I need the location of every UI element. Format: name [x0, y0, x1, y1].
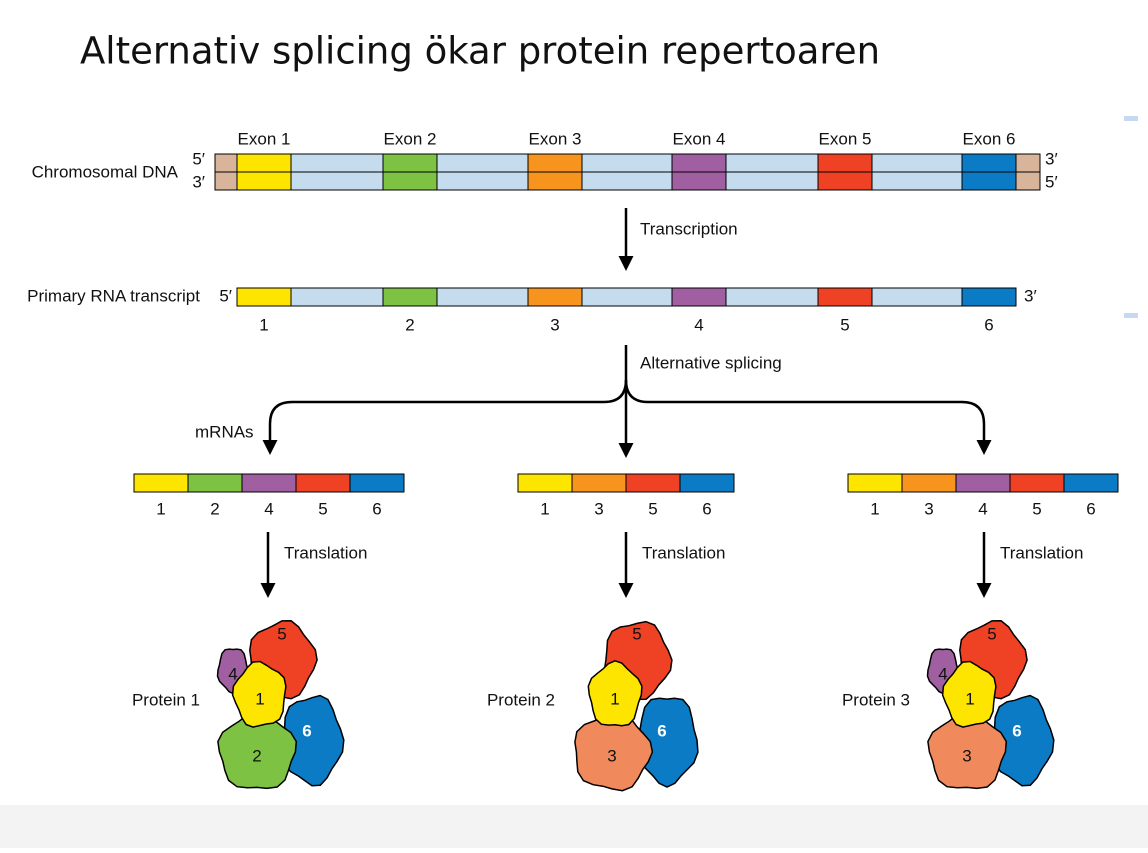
- label: Chromosomal DNA: [32, 162, 179, 181]
- label: 1: [870, 499, 879, 518]
- label: 3′: [1024, 286, 1037, 305]
- label: 5: [277, 624, 286, 643]
- label: 2: [405, 315, 414, 334]
- mrna-exon: [517, 473, 573, 493]
- exon: [671, 287, 727, 307]
- label: 3: [607, 746, 616, 765]
- label: 5′: [192, 149, 205, 168]
- protein-domain: [587, 659, 643, 727]
- label: Protein 1: [132, 690, 200, 709]
- mrna-exon: [1009, 473, 1065, 493]
- label: 5: [318, 499, 327, 518]
- label: 1: [259, 315, 268, 334]
- protein-domain: [941, 660, 997, 728]
- label: mRNAs: [195, 422, 254, 441]
- label: 5′: [1045, 172, 1058, 191]
- label: 5: [987, 624, 996, 643]
- protein-domain: [231, 660, 287, 728]
- label: 3: [924, 499, 933, 518]
- mrna-exon: [901, 473, 957, 493]
- exon: [382, 287, 438, 307]
- label: 3′: [192, 172, 205, 191]
- label: 4: [694, 315, 703, 334]
- mrna-exon: [1063, 473, 1119, 493]
- label: 5: [1032, 499, 1041, 518]
- mrna-exon: [187, 473, 243, 493]
- mrna-exon: [679, 473, 735, 493]
- label: 6: [1012, 721, 1021, 740]
- label: Translation: [642, 543, 725, 562]
- mrna-exon: [133, 473, 189, 493]
- scroll-mark: [1124, 116, 1138, 121]
- label: Alternative splicing: [640, 353, 782, 372]
- mrna-exon: [295, 473, 351, 493]
- arrow: [624, 379, 992, 455]
- arrow: [262, 379, 628, 455]
- mrna-exon: [241, 473, 297, 493]
- label: Primary RNA transcript: [27, 286, 200, 305]
- label: 5: [632, 624, 641, 643]
- mrna-exon: [847, 473, 903, 493]
- exon: [961, 287, 1017, 307]
- label: Exon 3: [529, 129, 582, 148]
- exon: [236, 287, 292, 307]
- label: 3: [962, 746, 971, 765]
- label: 3: [550, 315, 559, 334]
- exon: [527, 287, 583, 307]
- label: 6: [702, 499, 711, 518]
- label: 4: [228, 664, 237, 683]
- mrna-exon: [625, 473, 681, 493]
- label: 5: [840, 315, 849, 334]
- label: 6: [302, 721, 311, 740]
- label: 3′: [1045, 149, 1058, 168]
- label: Exon 1: [238, 129, 291, 148]
- label: 2: [252, 746, 261, 765]
- label: 2: [210, 499, 219, 518]
- label: Transcription: [640, 219, 738, 238]
- label: Protein 2: [487, 690, 555, 709]
- mrna-exon: [349, 473, 405, 493]
- label: 1: [610, 689, 619, 708]
- label: 4: [978, 499, 987, 518]
- label: 6: [1086, 499, 1095, 518]
- label: Translation: [284, 543, 367, 562]
- title: Alternativ splicing ökar protein reperto…: [80, 30, 880, 73]
- label: Translation: [1000, 543, 1083, 562]
- mrna-exon: [571, 473, 627, 493]
- label: 6: [984, 315, 993, 334]
- label: 1: [255, 689, 264, 708]
- exon: [817, 287, 873, 307]
- intron: [236, 287, 1017, 307]
- label: Exon 5: [819, 129, 872, 148]
- label: Exon 6: [963, 129, 1016, 148]
- label: 1: [540, 499, 549, 518]
- label: 6: [657, 721, 666, 740]
- label: 4: [938, 664, 947, 683]
- footer-band: [0, 805, 1148, 848]
- label: 1: [965, 689, 974, 708]
- mrna-exon: [955, 473, 1011, 493]
- label: 4: [264, 499, 273, 518]
- label: Exon 2: [384, 129, 437, 148]
- label: 6: [372, 499, 381, 518]
- label: 3: [594, 499, 603, 518]
- label: 5′: [219, 286, 232, 305]
- label: 1: [156, 499, 165, 518]
- scroll-mark: [1124, 313, 1138, 318]
- label: 5: [648, 499, 657, 518]
- label: Exon 4: [673, 129, 726, 148]
- label: Protein 3: [842, 690, 910, 709]
